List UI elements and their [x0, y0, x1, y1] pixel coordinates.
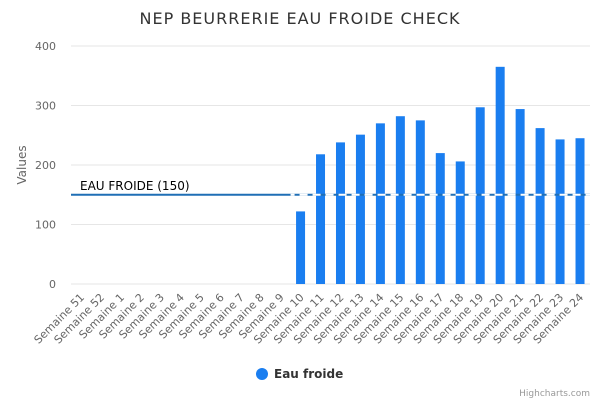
bar-series — [296, 66, 585, 285]
bar[interactable] — [395, 116, 405, 285]
bar[interactable] — [355, 134, 365, 284]
bar[interactable] — [455, 161, 465, 284]
bar[interactable] — [335, 142, 345, 284]
bar[interactable] — [575, 138, 585, 284]
y-tick-label: 100 — [35, 219, 56, 232]
bar[interactable] — [555, 139, 565, 284]
bar[interactable] — [296, 211, 306, 284]
legend-marker-icon — [256, 368, 268, 380]
bar[interactable] — [495, 66, 505, 284]
gridlines — [71, 45, 590, 285]
y-tick-label: 300 — [35, 100, 56, 113]
y-tick-label: 0 — [49, 278, 56, 291]
legend[interactable]: Eau froide — [256, 367, 343, 381]
bar[interactable] — [316, 154, 326, 284]
bar[interactable] — [415, 120, 425, 284]
chart-title: NEP BEURRERIE EAU FROIDE CHECK — [140, 9, 461, 28]
y-axis-ticks: 0 100 200 300 400 — [35, 40, 56, 291]
y-tick-label: 200 — [35, 159, 56, 172]
legend-label: Eau froide — [274, 367, 343, 381]
y-axis-title: Values — [15, 145, 29, 184]
y-tick-label: 400 — [35, 40, 56, 53]
bar[interactable] — [515, 109, 525, 284]
threshold-label: EAU FROIDE (150) — [80, 179, 190, 193]
bar[interactable] — [435, 153, 445, 284]
bar[interactable] — [535, 128, 545, 284]
bar[interactable] — [375, 123, 385, 284]
credits-link[interactable]: Highcharts.com — [519, 389, 590, 399]
